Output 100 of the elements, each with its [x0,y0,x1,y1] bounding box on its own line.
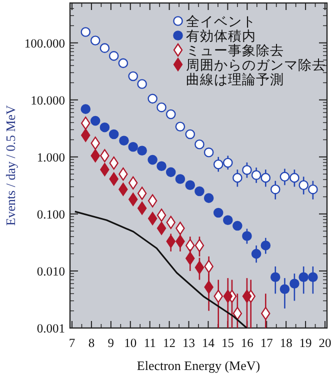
point [176,234,185,248]
legend-label: 全イベント [186,14,256,30]
point [148,212,158,226]
legend-label: ミュー事象除去 [186,43,284,59]
x-tick-label: 12 [163,336,176,350]
annotation: 曲線は理論予測 [186,72,284,88]
point [214,290,223,303]
point [185,129,196,140]
point [222,215,233,225]
point [223,290,232,303]
point [222,158,233,168]
point [242,165,252,175]
point [90,36,100,46]
point [260,240,271,250]
point [308,184,318,194]
point [194,238,204,252]
y-tick-label: 10.000 [30,93,65,108]
point [118,182,128,196]
point [194,186,204,196]
point [148,94,158,104]
point [100,122,110,132]
point [251,170,262,180]
y-tick-label: 1.000 [36,150,65,164]
point [119,136,129,146]
point [90,149,100,162]
x-tick-label: 15 [221,336,234,350]
point [213,159,224,170]
x-tick-label: 9 [108,336,114,350]
point [90,116,100,126]
point [108,51,119,61]
point [81,128,90,142]
point [213,208,224,218]
x-tick-label: 10 [124,336,137,350]
point [148,154,158,165]
point [137,146,147,156]
point [80,104,91,114]
point [128,71,138,82]
point [251,248,262,259]
point [90,136,100,150]
line-series [74,210,248,329]
point [290,278,300,289]
y-axis-title: Events / day / 0.5 MeV [3,104,18,226]
point [100,149,110,162]
x-tick-label: 11 [144,336,156,350]
x-tick-label: 14 [202,336,216,350]
point [166,109,176,120]
point [185,180,196,190]
point [128,192,138,206]
point [166,234,176,248]
point [242,290,252,303]
point [290,172,300,183]
point [176,222,185,235]
point [118,58,128,68]
point [298,180,308,190]
point [148,194,158,208]
y-tick-label: 0.010 [36,264,65,278]
point [156,208,166,222]
point [175,174,186,184]
x-tick-label: 17 [260,336,273,350]
point [81,116,90,130]
point [232,306,242,320]
y-tick-label: 0.001 [36,322,65,336]
point [232,172,242,183]
point [137,79,147,89]
point [108,129,119,140]
x-tick-label: 18 [280,336,292,350]
point [232,220,242,231]
x-tick-label: 16 [240,336,254,350]
point [308,272,318,282]
point [156,102,166,112]
point [242,231,252,241]
x-tick-label: 19 [299,336,312,350]
point [194,139,204,150]
point [128,142,138,152]
point [280,284,290,294]
y-tick-label: 0.100 [36,207,65,222]
point [156,161,166,172]
y-tick-label: 100.000 [24,36,65,50]
point [100,43,110,53]
point [137,202,147,215]
legend-label: 有効体積内 [186,28,256,44]
point [280,172,290,182]
x-tick-label: 7 [68,336,76,350]
legend-label: 周囲からのガンマ除去 [186,58,326,74]
point [137,186,147,200]
point [156,222,166,235]
point [204,193,214,203]
point [270,272,280,282]
point [270,184,280,194]
point [204,148,214,158]
point [194,260,204,274]
x-tick-label: 13 [182,336,196,350]
x-axis-title: Electron Energy (MeV) [136,358,260,373]
point [166,167,176,178]
point [204,280,214,294]
x-tick-label: 8 [88,336,95,350]
point [175,122,186,132]
x-tick-label: 20 [318,336,331,350]
point [298,272,308,282]
point [260,172,271,183]
